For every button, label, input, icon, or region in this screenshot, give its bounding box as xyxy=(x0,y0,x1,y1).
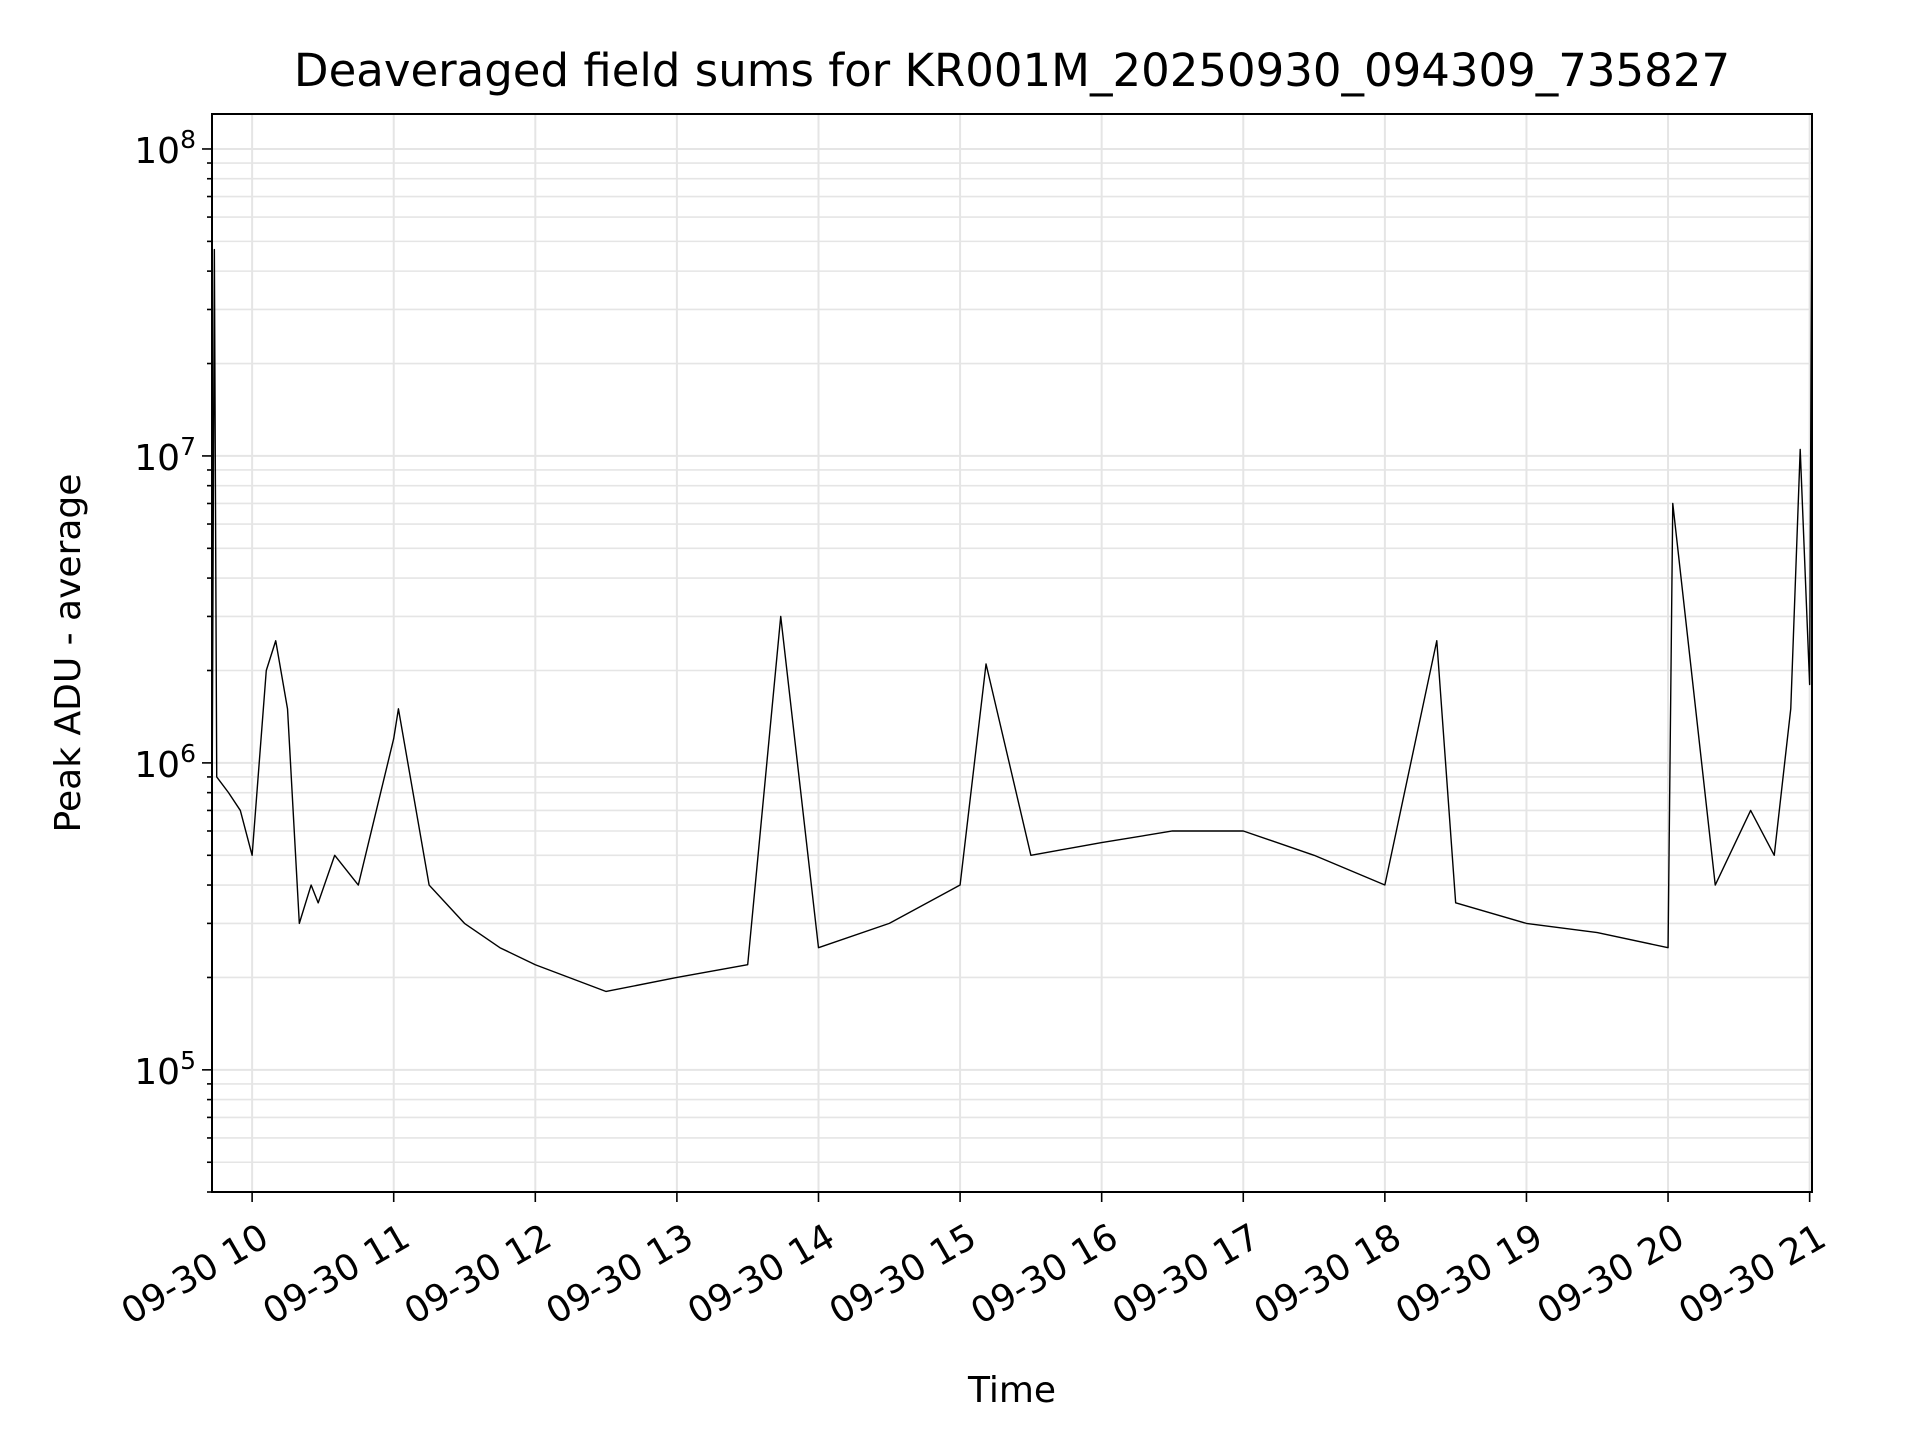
series-line xyxy=(211,158,1813,993)
plot-area xyxy=(211,158,1813,993)
grid xyxy=(212,114,1812,1193)
y-axis-label: Peak ADU - average xyxy=(48,474,89,833)
chart-title: Deaveraged field sums for KR001M_2025093… xyxy=(294,44,1730,97)
plot-frame xyxy=(211,113,1813,1193)
y-tick-label: 106 xyxy=(134,739,196,786)
y-tick-label: 108 xyxy=(134,125,196,172)
y-tick-label: 105 xyxy=(134,1046,196,1093)
x-axis-label: Time xyxy=(967,1370,1056,1411)
y-tick-label: 107 xyxy=(134,432,196,479)
